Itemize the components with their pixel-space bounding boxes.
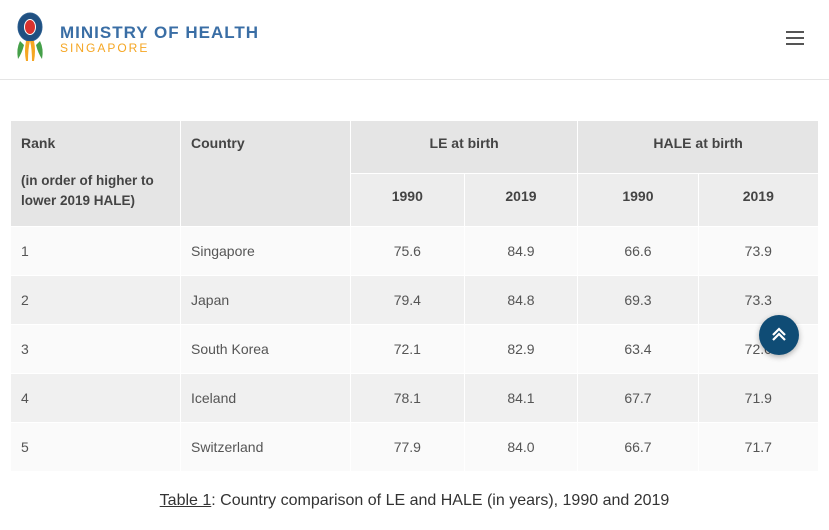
caption-text: : Country comparison of LE and HALE (in … bbox=[211, 492, 669, 509]
cell-le2019: 84.1 bbox=[464, 373, 578, 422]
cell-rank: 1 bbox=[11, 226, 181, 275]
col-le-1990: 1990 bbox=[351, 173, 465, 226]
table-caption: Table 1: Country comparison of LE and HA… bbox=[10, 492, 819, 510]
cell-le2019: 84.8 bbox=[464, 275, 578, 324]
table-row: 3 South Korea 72.1 82.9 63.4 72.0 bbox=[11, 324, 819, 373]
col-rank: Rank (in order of higher to lower 2019 H… bbox=[11, 121, 181, 227]
col-hale: HALE at birth bbox=[578, 121, 819, 174]
menu-button[interactable] bbox=[781, 26, 809, 54]
table-body: 1 Singapore 75.6 84.9 66.6 73.9 2 Japan … bbox=[11, 226, 819, 471]
cell-le1990: 79.4 bbox=[351, 275, 465, 324]
cell-le1990: 72.1 bbox=[351, 324, 465, 373]
cell-rank: 2 bbox=[11, 275, 181, 324]
cell-le1990: 77.9 bbox=[351, 422, 465, 471]
cell-hale2019: 71.7 bbox=[698, 422, 818, 471]
cell-le2019: 84.9 bbox=[464, 226, 578, 275]
main-content: Rank (in order of higher to lower 2019 H… bbox=[0, 80, 829, 530]
hamburger-icon bbox=[786, 31, 804, 48]
col-le: LE at birth bbox=[351, 121, 578, 174]
cell-country: Japan bbox=[181, 275, 351, 324]
rank-label: Rank bbox=[21, 135, 55, 151]
col-country: Country bbox=[181, 121, 351, 227]
cell-hale2019: 73.3 bbox=[698, 275, 818, 324]
cell-le2019: 84.0 bbox=[464, 422, 578, 471]
cell-rank: 5 bbox=[11, 422, 181, 471]
brand-logo-icon bbox=[10, 11, 50, 68]
caption-label: Table 1 bbox=[160, 492, 212, 509]
cell-country: Switzerland bbox=[181, 422, 351, 471]
cell-le2019: 82.9 bbox=[464, 324, 578, 373]
scroll-to-top-button[interactable] bbox=[759, 315, 799, 355]
cell-hale2019: 71.9 bbox=[698, 373, 818, 422]
brand-title: MINISTRY OF HEALTH bbox=[60, 24, 259, 43]
col-hale-1990: 1990 bbox=[578, 173, 698, 226]
cell-rank: 3 bbox=[11, 324, 181, 373]
brand-subtitle: SINGAPORE bbox=[60, 42, 259, 55]
cell-le1990: 78.1 bbox=[351, 373, 465, 422]
cell-country: Singapore bbox=[181, 226, 351, 275]
brand[interactable]: MINISTRY OF HEALTH SINGAPORE bbox=[10, 11, 259, 68]
site-header: MINISTRY OF HEALTH SINGAPORE bbox=[0, 0, 829, 80]
col-le-2019: 2019 bbox=[464, 173, 578, 226]
cell-hale1990: 63.4 bbox=[578, 324, 698, 373]
table-row: 2 Japan 79.4 84.8 69.3 73.3 bbox=[11, 275, 819, 324]
cell-rank: 4 bbox=[11, 373, 181, 422]
col-hale-2019: 2019 bbox=[698, 173, 818, 226]
brand-text: MINISTRY OF HEALTH SINGAPORE bbox=[60, 24, 259, 56]
table-row: 5 Switzerland 77.9 84.0 66.7 71.7 bbox=[11, 422, 819, 471]
cell-le1990: 75.6 bbox=[351, 226, 465, 275]
comparison-table: Rank (in order of higher to lower 2019 H… bbox=[10, 120, 819, 472]
rank-note: (in order of higher to lower 2019 HALE) bbox=[21, 171, 170, 212]
cell-country: Iceland bbox=[181, 373, 351, 422]
cell-hale1990: 67.7 bbox=[578, 373, 698, 422]
table-row: 1 Singapore 75.6 84.9 66.6 73.9 bbox=[11, 226, 819, 275]
cell-hale1990: 66.7 bbox=[578, 422, 698, 471]
table-row: 4 Iceland 78.1 84.1 67.7 71.9 bbox=[11, 373, 819, 422]
cell-country: South Korea bbox=[181, 324, 351, 373]
cell-hale1990: 66.6 bbox=[578, 226, 698, 275]
chevron-up-icon bbox=[769, 323, 789, 348]
cell-hale1990: 69.3 bbox=[578, 275, 698, 324]
cell-hale2019: 73.9 bbox=[698, 226, 818, 275]
